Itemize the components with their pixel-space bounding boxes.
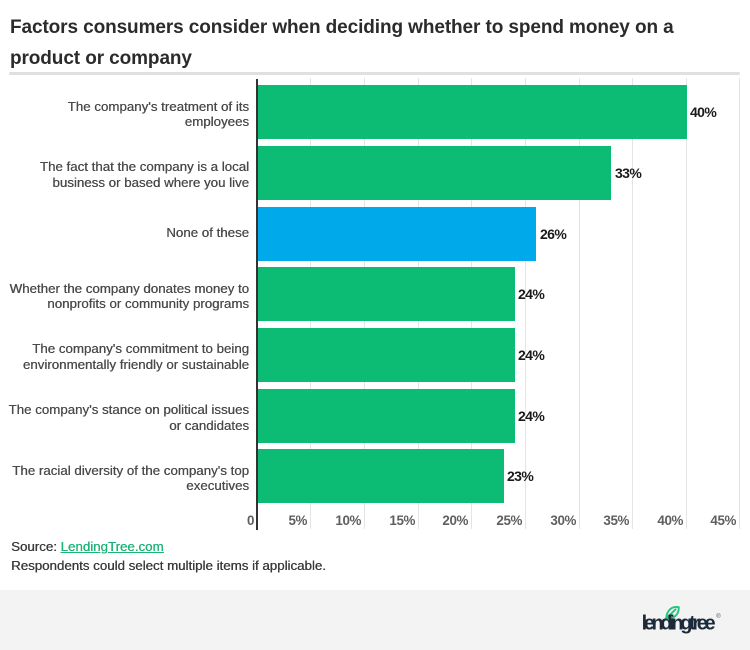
- svg-text:lendingtree: lendingtree: [642, 612, 716, 634]
- svg-text:®: ®: [716, 613, 721, 620]
